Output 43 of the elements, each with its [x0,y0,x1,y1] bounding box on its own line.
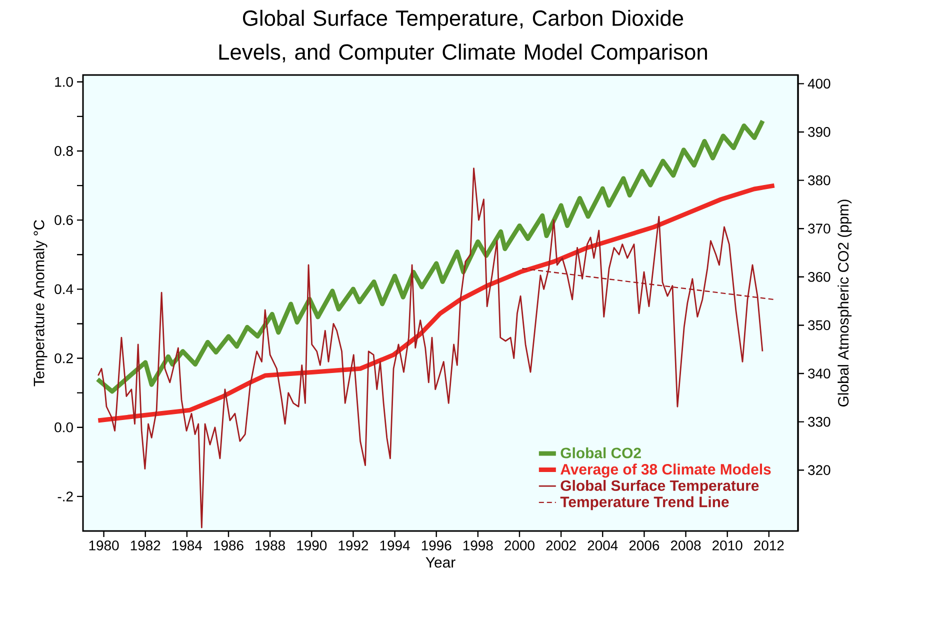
x-tick-label: 1990 [297,540,327,550]
y2-tick-label: 350 [808,320,830,330]
x-tick-label: 1984 [172,540,202,550]
legend-label: Temperature Trend Line [560,496,729,510]
x-tick-label: 1992 [338,540,368,550]
x-tick-label: 2012 [754,540,784,550]
x-tick-label: 1980 [89,540,119,550]
chart-title: Global Surface Temperature, Carbon Dioxide Levels, and Computer Climate Model Comparison [219,10,707,64]
line-series [96,183,777,423]
y2-tick-label: 390 [808,127,830,137]
y2-tick-label: 400 [808,78,830,89]
y-axis-title: Temperature Anomaly °C [33,220,48,386]
x-tick-label: 2004 [588,540,618,550]
y-tick-label: 0.6 [54,215,73,226]
x-tick-label: 1982 [130,540,160,550]
y-tick-label: 0.0 [54,422,73,432]
y-tick-label: 1.0 [55,76,73,87]
x-tick-label: 2000 [504,540,534,550]
y-tick-label: -.2 [58,492,73,502]
x-tick-label: 1998 [463,540,493,550]
x-tick-label: 1986 [214,540,244,550]
y-tick-label: 0.8 [54,146,73,156]
legend-label: Global Surface Temperature [560,480,759,494]
y-tick-label: 0.4 [54,284,74,294]
y2-tick-label: 370 [808,224,830,234]
legend-label: Average of 38 Climate Models [560,464,771,478]
x-tick-label: 1994 [380,540,410,550]
x-tick-label: 2006 [629,540,660,550]
y2-tick-label: 330 [808,416,830,427]
y2-tick-label: 320 [808,465,830,476]
line-series [95,118,765,394]
y2-tick-label: 360 [808,272,830,282]
y2-tick-label: 340 [808,368,830,378]
x-tick-label: 2008 [670,540,701,550]
y2-tick-label: 380 [808,175,830,186]
x-tick-label: 1996 [422,540,452,550]
y-tick-label: 0.2 [54,353,73,364]
legend-label: Global CO2 [560,447,641,458]
x-tick-label: 2010 [712,540,742,550]
x-tick-label: 1988 [256,540,285,550]
x-tick-label: 2002 [546,540,576,550]
y2-axis-title: Global Atmospheric CO2 (ppm) [838,200,852,406]
x-axis-title: Year [426,557,456,568]
